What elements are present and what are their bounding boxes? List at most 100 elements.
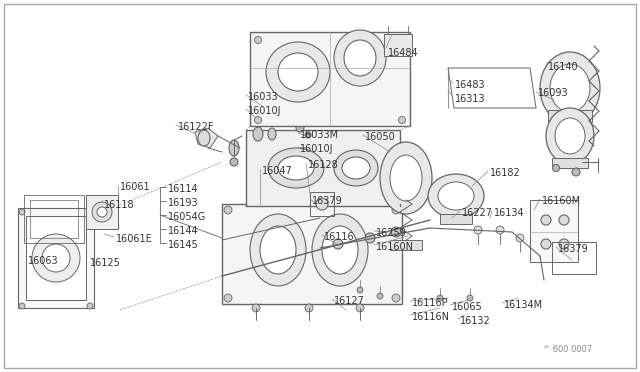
Text: 16259: 16259 [376,228,407,238]
Ellipse shape [278,53,318,91]
Text: 16160M: 16160M [542,196,581,206]
Bar [30,200,78,238]
Text: 16227: 16227 [462,208,493,218]
Bar [250,32,410,126]
Text: 16114: 16114 [168,184,198,194]
Ellipse shape [230,158,238,166]
Circle shape [357,287,363,293]
Circle shape [399,116,406,124]
Text: 16132: 16132 [460,316,491,326]
Bar [552,242,596,274]
Bar [246,130,400,206]
Circle shape [559,215,569,225]
Circle shape [552,164,559,171]
Text: 16063: 16063 [28,256,59,266]
Text: 16182: 16182 [490,168,521,178]
Circle shape [474,226,482,234]
Circle shape [541,215,551,225]
Ellipse shape [322,226,358,274]
Circle shape [541,239,551,249]
Text: 16010J: 16010J [300,144,333,154]
Text: 16033M: 16033M [300,130,339,140]
Circle shape [97,207,107,217]
Circle shape [32,234,80,282]
Circle shape [437,295,443,301]
Circle shape [392,206,400,214]
Ellipse shape [253,127,263,141]
Circle shape [356,304,364,312]
Circle shape [305,304,313,312]
Bar [384,34,412,56]
Circle shape [255,116,262,124]
Ellipse shape [342,157,370,179]
Ellipse shape [268,128,276,140]
Text: ^ 600 0007: ^ 600 0007 [543,345,592,354]
Text: 16050: 16050 [365,132,396,142]
Text: 16093: 16093 [538,88,568,98]
Bar [552,158,588,168]
Text: 16065: 16065 [452,302,483,312]
Text: 16033: 16033 [248,92,278,102]
Ellipse shape [250,214,306,286]
Text: 16118: 16118 [104,200,134,210]
Text: 16125: 16125 [90,258,121,268]
Ellipse shape [344,40,376,76]
Text: 16116P: 16116P [412,298,449,308]
Circle shape [399,36,406,44]
Text: 16145: 16145 [168,240,199,250]
Ellipse shape [268,148,324,188]
Bar [26,216,86,300]
Text: 16134: 16134 [494,208,525,218]
Polygon shape [195,128,218,148]
Circle shape [42,244,70,272]
Circle shape [467,295,473,301]
Circle shape [516,234,524,242]
Text: 16047: 16047 [262,166,292,176]
Ellipse shape [278,156,314,180]
Circle shape [365,233,375,243]
Text: 16054G: 16054G [168,212,206,222]
Ellipse shape [555,118,585,154]
Circle shape [19,209,25,215]
Bar [86,195,118,229]
Circle shape [333,239,343,249]
Circle shape [255,36,262,44]
Bar [18,208,94,308]
Bar [530,200,578,262]
Bar [24,195,84,243]
Ellipse shape [334,150,378,186]
Bar [440,214,472,224]
Ellipse shape [334,30,386,86]
Text: 16144: 16144 [168,226,198,236]
Text: 16379: 16379 [558,244,589,254]
Ellipse shape [260,226,296,274]
Ellipse shape [546,108,594,164]
Ellipse shape [540,52,600,124]
Text: 16193: 16193 [168,198,198,208]
Text: 16010J: 16010J [248,106,282,116]
Ellipse shape [438,182,474,210]
Circle shape [87,303,93,309]
Text: 16122F: 16122F [178,122,214,132]
Text: 16134M: 16134M [504,300,543,310]
Circle shape [87,209,93,215]
Text: 16128: 16128 [308,160,339,170]
Bar [390,240,422,250]
Circle shape [224,294,232,302]
Ellipse shape [550,64,590,112]
Circle shape [391,227,401,237]
Text: 16061: 16061 [120,182,150,192]
Ellipse shape [428,174,484,218]
Circle shape [377,293,383,299]
Circle shape [316,198,328,210]
Bar [548,110,592,122]
Text: 16483: 16483 [455,80,486,90]
Circle shape [19,303,25,309]
Text: 16116: 16116 [324,232,355,242]
Ellipse shape [198,130,210,146]
Text: 16061E: 16061E [116,234,153,244]
Ellipse shape [390,155,422,201]
Text: 16313: 16313 [455,94,486,104]
Text: 16379: 16379 [312,196,343,206]
Text: 16484: 16484 [388,48,419,58]
